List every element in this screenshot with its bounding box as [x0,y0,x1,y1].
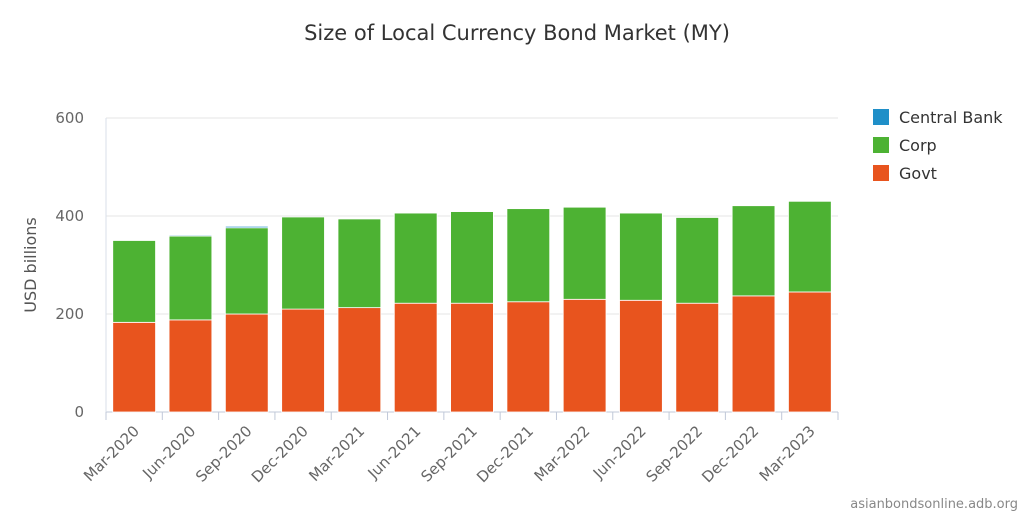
x-tick-label: Dec-2022 [698,422,762,486]
bar-corp [224,227,269,315]
credit-text: asianbondsonline.adb.org [850,497,1018,512]
bar-corp [281,216,325,310]
x-tick-label: Mar-2020 [80,422,143,485]
legend-swatch [873,165,889,181]
y-axis-label: USD billions [21,217,40,312]
bar-govt [281,308,325,413]
x-axis: Mar-2020Jun-2020Sep-2020Dec-2020Mar-2021… [80,412,839,486]
bar-govt [224,313,269,413]
bars [112,200,832,413]
bar-corp [450,211,494,304]
bar-central-bank [224,225,269,229]
x-tick-label: Sep-2021 [417,422,481,486]
x-tick-label: Dec-2021 [473,422,537,486]
x-tick-label: Jun-2022 [589,422,650,483]
x-tick-label: Jun-2021 [364,422,425,483]
bar-govt [450,302,494,413]
x-tick-label: Sep-2020 [192,422,256,486]
bar-central-bank [168,234,213,237]
bar-corp [168,235,213,321]
x-tick-label: Mar-2022 [531,422,594,485]
bar-govt [393,302,438,413]
y-tick-label: 200 [55,305,84,323]
bar-govt [562,298,607,413]
bar-corp [675,217,720,304]
chart-title: Size of Local Currency Bond Market (MY) [304,21,730,45]
bar-corp [619,212,663,301]
y-tick-label: 600 [55,109,84,127]
bar-corp [112,240,156,323]
bar-govt [675,302,720,413]
bar-corp [337,218,382,309]
bar-govt [788,291,832,413]
x-tick-label: Sep-2022 [643,422,707,486]
bar-corp [788,200,832,293]
legend-swatch [873,137,889,153]
bar-govt [506,301,551,413]
y-axis: 0 200 400 600 [55,109,107,421]
bar-govt [731,295,776,413]
bar-corp [393,212,438,304]
bar-govt [337,307,382,413]
bar-govt [619,299,663,413]
legend-swatch [873,109,889,125]
legend: Central Bank Corp Govt [873,108,1003,183]
bar-govt [168,319,213,413]
y-tick-label: 0 [74,403,84,421]
legend-label: Govt [899,164,937,183]
bar-corp [731,205,776,297]
legend-label: Corp [899,136,937,155]
bar-govt [112,321,156,413]
x-tick-label: Jun-2020 [138,422,199,483]
x-tick-label: Dec-2020 [248,422,312,486]
bar-corp [562,206,607,300]
bar-corp [506,208,551,303]
x-tick-label: Mar-2021 [305,422,368,485]
y-tick-label: 400 [55,207,84,225]
legend-label: Central Bank [899,108,1003,127]
x-tick-label: Mar-2023 [756,422,819,485]
